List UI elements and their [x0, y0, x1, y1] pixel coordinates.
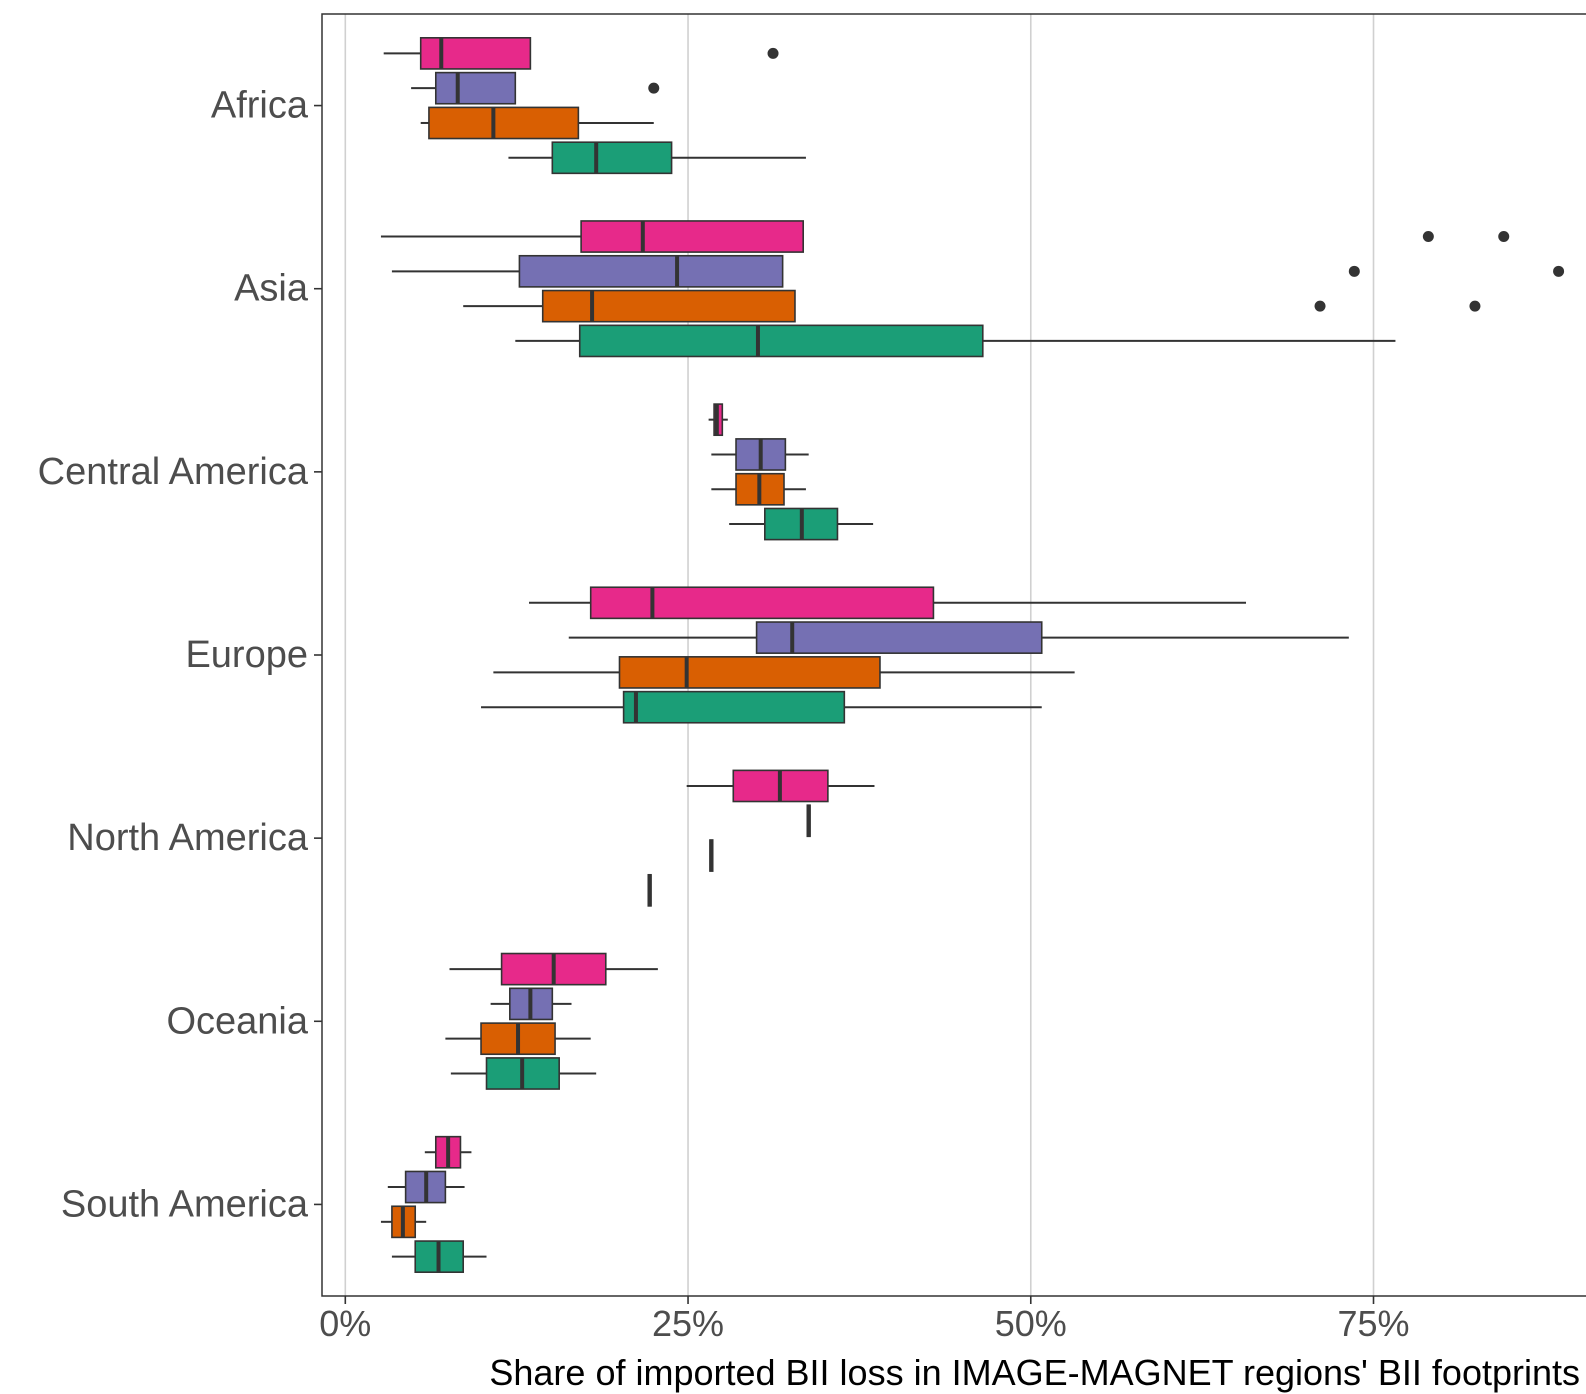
category-label: North America [67, 817, 309, 859]
outlier-point [767, 47, 779, 59]
x-axis-title: Share of imported BII loss in IMAGE-MAGN… [489, 1352, 1580, 1393]
box-iqr [618, 656, 881, 689]
box-asia-series-3 [463, 289, 1481, 323]
gridlines [344, 14, 1375, 1296]
box-europe-series-2 [568, 621, 1349, 654]
x-axis: 0% 25% 50% 75% [319, 1296, 1410, 1344]
outlier-point [1469, 300, 1481, 312]
box-north-america-series-1 [686, 769, 875, 803]
box-iqr [428, 106, 580, 140]
outlier-point [648, 82, 660, 94]
box-asia-series-1 [380, 220, 1510, 253]
box-iqr [551, 141, 673, 175]
category-label: Asia [234, 268, 309, 310]
y-axis: Africa Asia Central America Europe North Ame… [38, 85, 322, 1225]
outlier-point [1314, 300, 1326, 312]
outlier-point [1422, 231, 1434, 243]
x-tick-label: 25% [652, 1303, 724, 1344]
box-iqr [434, 71, 517, 105]
box-central-america-series-1 [708, 403, 728, 437]
x-tick-label: 0% [319, 1303, 371, 1344]
box-oceania-series-3 [445, 1022, 591, 1056]
box-south-america-series-4 [391, 1240, 487, 1273]
box-central-america-series-4 [729, 507, 874, 541]
box-asia-series-2 [391, 254, 1565, 288]
box-south-america-series-1 [424, 1135, 472, 1169]
category-label: Central America [38, 451, 309, 493]
box-iqr [518, 254, 784, 288]
category-label: Africa [211, 85, 309, 127]
box-oceania-series-2 [490, 987, 572, 1021]
box-north-america-series-2 [806, 804, 811, 838]
box-iqr [755, 621, 1043, 654]
box-north-america-series-4 [647, 873, 652, 907]
box-europe-series-1 [529, 586, 1247, 620]
box-europe-series-4 [481, 690, 1042, 724]
box-africa-series-4 [508, 141, 806, 175]
box-south-america-series-3 [380, 1205, 427, 1239]
box-iqr [589, 586, 935, 620]
box-iqr [419, 37, 532, 70]
box-south-america-series-2 [387, 1170, 465, 1204]
box-north-america-series-3 [709, 839, 714, 872]
category-label: Europe [185, 634, 308, 676]
box-central-america-series-3 [711, 472, 806, 506]
box-africa-series-2 [411, 71, 660, 105]
box-oceania-series-1 [449, 952, 658, 986]
box-africa-series-3 [420, 106, 654, 140]
box-iqr [578, 324, 984, 358]
box-oceania-series-4 [450, 1057, 597, 1090]
box-asia-series-4 [515, 324, 1396, 358]
outlier-point [1498, 231, 1510, 243]
box-central-america-series-2 [711, 438, 809, 471]
box-europe-series-3 [493, 656, 1075, 689]
x-tick-label: 50% [995, 1303, 1067, 1344]
category-label: Oceania [166, 1000, 308, 1042]
outlier-point [1348, 265, 1360, 277]
box-africa-series-1 [383, 37, 779, 70]
box-iqr [622, 690, 846, 724]
plot-panel-border [321, 13, 1586, 1297]
outlier-point [1553, 265, 1565, 277]
category-label: South America [61, 1183, 309, 1225]
x-tick-label: 75% [1337, 1303, 1409, 1344]
box-iqr [580, 220, 804, 253]
box-layer [380, 37, 1565, 1273]
box-iqr [541, 289, 796, 323]
